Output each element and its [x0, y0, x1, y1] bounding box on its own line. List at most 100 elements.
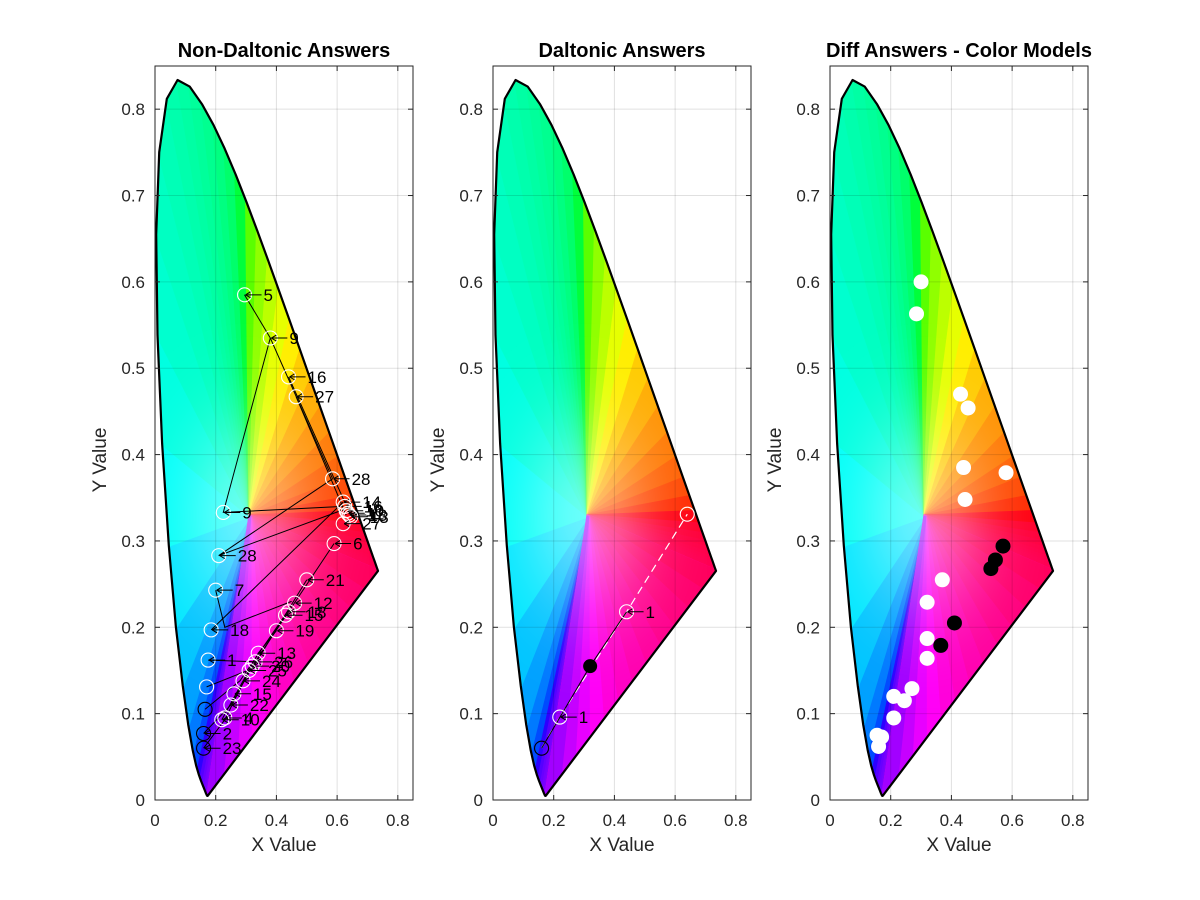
diff-marker — [946, 615, 962, 631]
label-arrowhead — [295, 599, 301, 607]
diff-marker — [933, 637, 949, 653]
y-axis-label: Y Value — [428, 428, 449, 493]
diff-marker — [957, 491, 973, 507]
point-label: 9 — [242, 503, 251, 522]
y-tick-label: 0.7 — [459, 187, 483, 206]
label-arrowhead — [208, 656, 215, 664]
x-tick-label: 0.8 — [1061, 811, 1085, 830]
x-tick-label: 0.2 — [542, 811, 566, 830]
y-tick-label: 0.5 — [796, 359, 820, 378]
diff-marker — [919, 594, 935, 610]
y-tick-label: 0.2 — [459, 618, 483, 637]
point-label: 7 — [235, 581, 244, 600]
label-arrowhead — [289, 373, 295, 381]
label-arrowhead — [351, 513, 358, 521]
label-arrowhead — [234, 690, 241, 698]
y-tick-label: 0.3 — [796, 532, 820, 551]
y-tick-label: 0.4 — [459, 446, 483, 465]
point-label: 6 — [353, 535, 362, 554]
panel-non-daltonic: Non-Daltonic Answers X Value Y Value 0 0.… — [90, 40, 414, 856]
x-tick-label: 0.8 — [724, 811, 748, 830]
label-arrowhead — [219, 552, 225, 560]
y-tick-label: 0.1 — [121, 705, 145, 724]
y-tick-label: 0.1 — [796, 705, 820, 724]
point-label: 11 — [367, 504, 385, 523]
label-arrowhead — [216, 586, 222, 594]
answer-marker — [534, 740, 550, 756]
x-tick-label: 0.8 — [386, 811, 410, 830]
point-label: 22 — [250, 696, 269, 715]
point-label: 28 — [352, 470, 371, 489]
y-tick-label: 0.6 — [121, 273, 145, 292]
answer-path — [215, 590, 292, 628]
spectral-locus — [155, 78, 380, 797]
x-tick-label: 0 — [150, 811, 159, 830]
answer-path — [295, 396, 347, 516]
point-label: 18 — [368, 506, 387, 525]
y-tick-label: 0.5 — [459, 359, 483, 378]
answer-path — [203, 661, 256, 734]
y-tick-label: 0 — [811, 791, 820, 810]
y-tick-label: 0.4 — [796, 446, 820, 465]
point-label: 19 — [295, 622, 314, 641]
label-arrowhead — [211, 626, 218, 634]
label-arrowhead — [333, 475, 339, 483]
diff-marker — [983, 561, 999, 577]
point-label: 13 — [277, 644, 296, 663]
label-arrowhead — [307, 576, 314, 584]
point-label: 1 — [646, 603, 655, 622]
point-label: 9 — [289, 329, 298, 348]
label-arrowhead — [249, 667, 256, 674]
diff-marker — [909, 306, 925, 322]
diff-marker — [953, 386, 969, 402]
point-label: 27 — [362, 515, 381, 534]
y-tick-label: 0 — [136, 791, 145, 810]
point-label: 1 — [227, 651, 236, 670]
x-tick-label: 0 — [488, 811, 497, 830]
x-axis-label: X Value — [589, 835, 654, 856]
y-tick-label: 0.8 — [459, 100, 483, 119]
label-arrowhead — [627, 608, 633, 616]
point-label: 13 — [370, 508, 389, 527]
y-tick-label: 0.5 — [121, 359, 145, 378]
x-tick-label: 0.6 — [325, 811, 349, 830]
answer-path — [210, 501, 344, 631]
answer-path — [204, 609, 290, 710]
diff-marker — [904, 681, 920, 697]
diff-marker — [995, 538, 1011, 554]
point-label: 1 — [579, 708, 588, 727]
y-tick-label: 0.4 — [121, 446, 145, 465]
answer-path — [222, 337, 344, 513]
point-label: 26 — [274, 653, 293, 672]
label-arrowhead — [296, 393, 303, 401]
diff-marker — [871, 738, 887, 754]
label-arrowhead — [231, 701, 238, 709]
point-label: 25 — [268, 661, 287, 680]
point-label: 2 — [223, 725, 232, 744]
x-axis-label: X Value — [251, 835, 316, 856]
label-arrowhead — [224, 509, 230, 516]
label-arrowhead — [286, 611, 292, 619]
diff-marker — [919, 631, 935, 647]
y-tick-label: 0 — [474, 791, 483, 810]
label-arrowhead — [204, 730, 210, 737]
point-label: 15 — [253, 685, 272, 704]
point-label: 16 — [308, 368, 327, 387]
y-tick-label: 0.1 — [459, 705, 483, 724]
spectral-locus — [493, 78, 718, 797]
plot-area: 0 0.2 0.4 0.6 0.8 0 0.1 0.2 0.3 0.4 0.5 0.6 0.7 0.8 5 9… — [121, 65, 414, 830]
x-tick-label: 0.6 — [1000, 811, 1024, 830]
point-label: 28 — [238, 547, 257, 566]
x-tick-label: 0 — [825, 811, 834, 830]
y-tick-label: 0.3 — [459, 532, 483, 551]
x-tick-label: 0.4 — [265, 811, 289, 830]
panel-title: Daltonic Answers — [538, 40, 705, 62]
point-label: 18 — [308, 603, 327, 622]
diff-marker — [886, 688, 902, 704]
point-label: 20 — [271, 657, 290, 676]
diff-marker — [998, 465, 1014, 481]
point-label: 15 — [305, 606, 324, 625]
point-label: 14 — [362, 493, 381, 512]
spectral-locus — [830, 78, 1055, 797]
